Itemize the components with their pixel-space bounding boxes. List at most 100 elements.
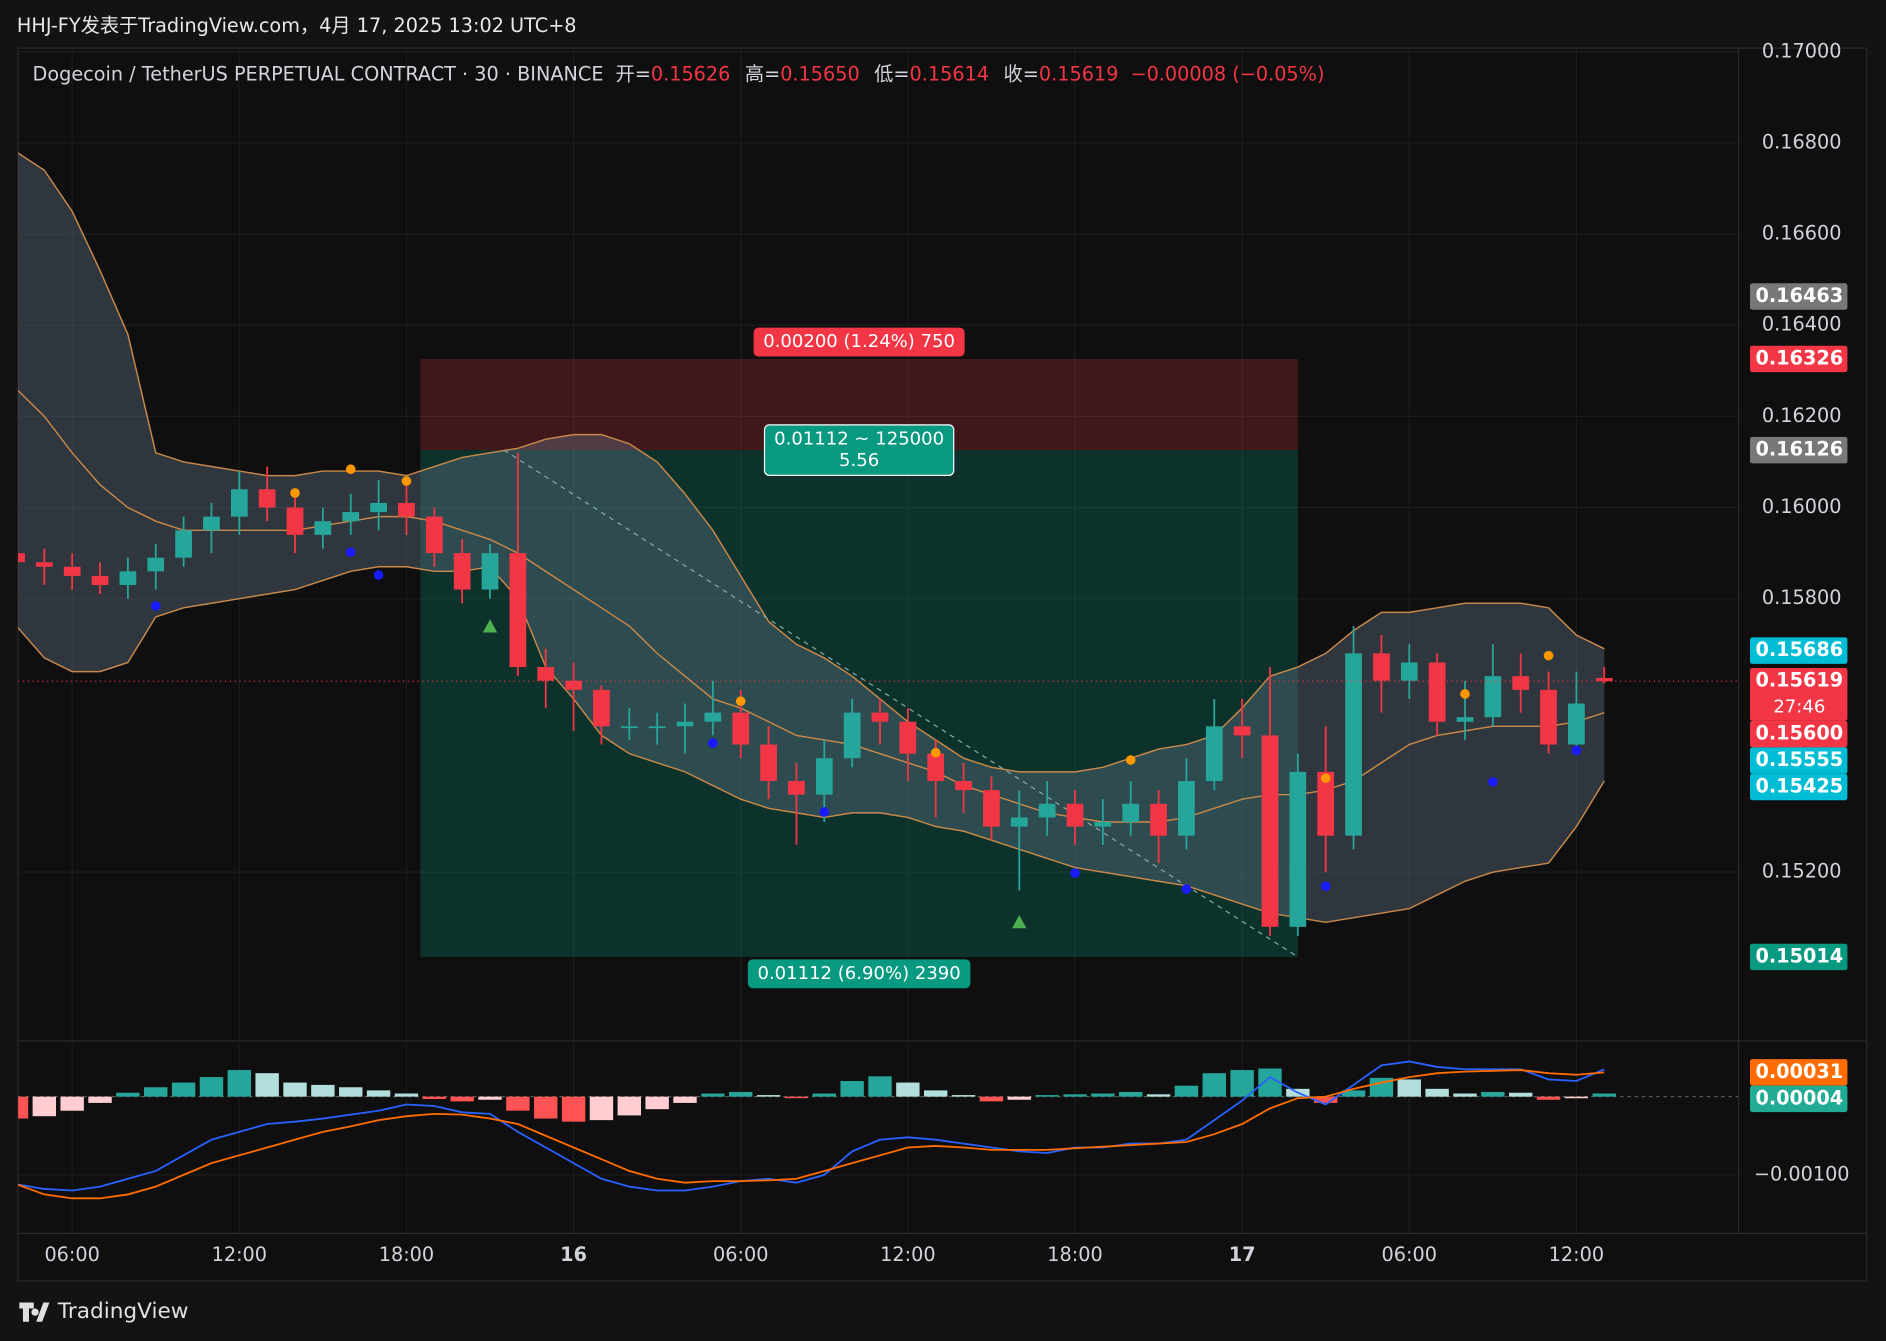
price-badge-label: 0.16126 [1756,438,1844,461]
candle-body [955,780,972,791]
logo-mark [19,1302,50,1322]
candle-body [398,502,415,517]
macd-histogram-bar [1091,1093,1115,1097]
y-tick-label: 0.16800 [1762,130,1842,153]
signal-dot [1320,773,1331,784]
macd-histogram-bar [1174,1085,1199,1097]
signal-dot [930,747,941,758]
candle-body [509,553,527,668]
signal-dot [1460,689,1470,699]
price-badge-label: 0.00031 [1756,1060,1844,1083]
x-tick-label: 06:00 [1382,1243,1437,1266]
macd-histogram-bar [255,1073,279,1097]
macd-histogram-bar [812,1093,836,1097]
candle-body [175,530,192,558]
candle-body [704,712,722,722]
macd-histogram-bar [868,1076,892,1097]
macd-histogram-bar [394,1093,419,1097]
signal-dot [1543,650,1554,661]
candle-body [119,571,137,586]
price-badge-label: 0.15619 [1756,669,1844,692]
signal-dot [1488,777,1498,787]
brand: TradingView [57,1299,189,1324]
macd-histogram-bar [784,1096,809,1099]
candle-body [1233,726,1251,736]
macd-histogram-bar [1508,1092,1533,1097]
band-lower [18,566,1605,924]
x-tick-label: 17 [1229,1243,1256,1266]
candle-body [1568,703,1585,745]
position-label-text: 0.01112 (6.90%) 2390 [757,963,960,984]
macd-histogram-bar [534,1096,558,1119]
candle-body [648,726,666,729]
signal-dot [373,570,384,580]
position-label-box [753,327,965,357]
logo: TradingView [19,1299,188,1324]
x-tick-label: 12:00 [212,1243,267,1266]
price-badge [1750,637,1848,664]
macd-histogram-bar [1592,1093,1616,1097]
position-label-box [763,424,955,476]
macd-histogram-bar [1119,1091,1143,1097]
price-badge-label: 0.15425 [1756,775,1844,798]
band-fill [18,153,1605,923]
signal-dot [735,696,746,707]
macd-histogram-bar [729,1091,753,1097]
candle-body [1122,803,1140,823]
macd-histogram-bar [673,1096,697,1103]
macd-histogram-bar [617,1096,641,1116]
macd-histogram-bar [339,1087,363,1097]
legend-field-value: 0.15626 [651,62,731,85]
position-label-text: 0.00200 (1.24%) 750 [763,331,955,352]
macd-histogram-bar [951,1095,976,1097]
y-tick-label: 0.16400 [1762,313,1842,336]
candle-body [1428,662,1446,722]
candle-body [593,689,610,727]
chart-frame [17,47,1868,1282]
candle-body [1094,822,1112,827]
macd-histogram-bar [88,1096,112,1103]
price-badge-label: 0.15014 [1756,944,1844,967]
macd-histogram-bar [979,1096,1004,1102]
macd-line [18,1060,1605,1192]
candle-body [63,566,81,576]
signal-dot [708,738,718,748]
macd-histogram-bar [18,1096,29,1119]
candle-body [370,502,387,513]
candle-body [620,726,638,729]
price-badge [1750,283,1848,310]
macd-histogram-bar [1230,1070,1254,1097]
signal-dot [819,807,830,817]
x-tick-label: 18:00 [379,1243,434,1266]
macd-histogram-bar [311,1084,335,1097]
header-title: HHJ-FY发表于TradingView.com，4月 17, 2025 13:… [17,14,577,37]
candle-body [91,575,109,586]
position-label-box [747,959,971,989]
legend-field-value: 0.15614 [910,62,990,85]
candle-body [983,790,1000,827]
x-tick-label: 16 [560,1243,587,1266]
macd-histogram-bar [199,1077,224,1097]
candle-body [35,562,53,567]
legend: Dogecoin / TetherUS PERPETUAL CONTRACT ·… [33,62,1325,85]
price-badge-label: 0.15555 [1756,748,1844,771]
macd-histogram-bar [1397,1079,1421,1097]
macd-histogram-bar [506,1096,530,1111]
y-tick-label: 0.16600 [1762,222,1842,245]
position-label: 0.00200 (1.24%) 750 [753,327,965,357]
y2-tick-label: −0.00100 [1754,1162,1850,1185]
macd-histogram-bar [1146,1094,1171,1097]
macd-histogram-bar [1425,1088,1449,1097]
macd-histogram-bar [116,1092,140,1097]
candle-body [230,489,248,517]
macd-histogram-bar [1536,1096,1561,1100]
x-tick-label: 18:00 [1047,1243,1102,1266]
candle-body [537,667,555,681]
candle-body [147,557,165,572]
legend-field-label: 收= [1004,62,1039,85]
position-label-text: 0.01112 ~ 125000 [774,428,944,449]
signal-line [18,1069,1605,1200]
